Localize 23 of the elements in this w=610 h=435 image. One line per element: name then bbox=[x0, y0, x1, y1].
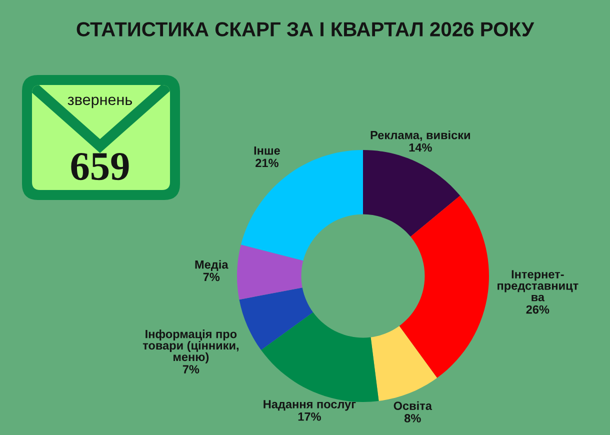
slice-label: Інформація про товари (цінники, меню) bbox=[142, 330, 238, 364]
data-label: 8% bbox=[404, 414, 421, 422]
data-label: 17% bbox=[298, 412, 321, 421]
text: звернень bbox=[68, 96, 132, 108]
data-label: 26% bbox=[526, 305, 550, 314]
chart-title: СТАТИСТИКА СКАРГ ЗА І КВАРТАЛ 2026 РОКУ bbox=[76, 22, 534, 36]
donut-slice bbox=[363, 150, 460, 237]
donut-slice bbox=[239, 288, 314, 350]
slice-label: Надання послуг bbox=[264, 400, 356, 411]
donut-slice bbox=[261, 312, 379, 402]
data-label: 21% bbox=[256, 158, 278, 168]
donut-slice bbox=[399, 196, 489, 378]
text: 659 bbox=[71, 153, 129, 180]
slice-label: Інше bbox=[254, 146, 280, 155]
donut-slice bbox=[370, 326, 438, 402]
slice-label: Освіта bbox=[394, 401, 432, 410]
donut-slice bbox=[237, 244, 304, 300]
slice-label: Реклама, вивіски bbox=[370, 130, 470, 141]
slice-label: Медіа bbox=[195, 260, 228, 271]
slice-label: Інтернет- представницт ва bbox=[498, 270, 578, 302]
data-label: 7% bbox=[182, 365, 200, 374]
data-label: 7% bbox=[203, 272, 220, 282]
data-label: 14% bbox=[409, 143, 432, 152]
